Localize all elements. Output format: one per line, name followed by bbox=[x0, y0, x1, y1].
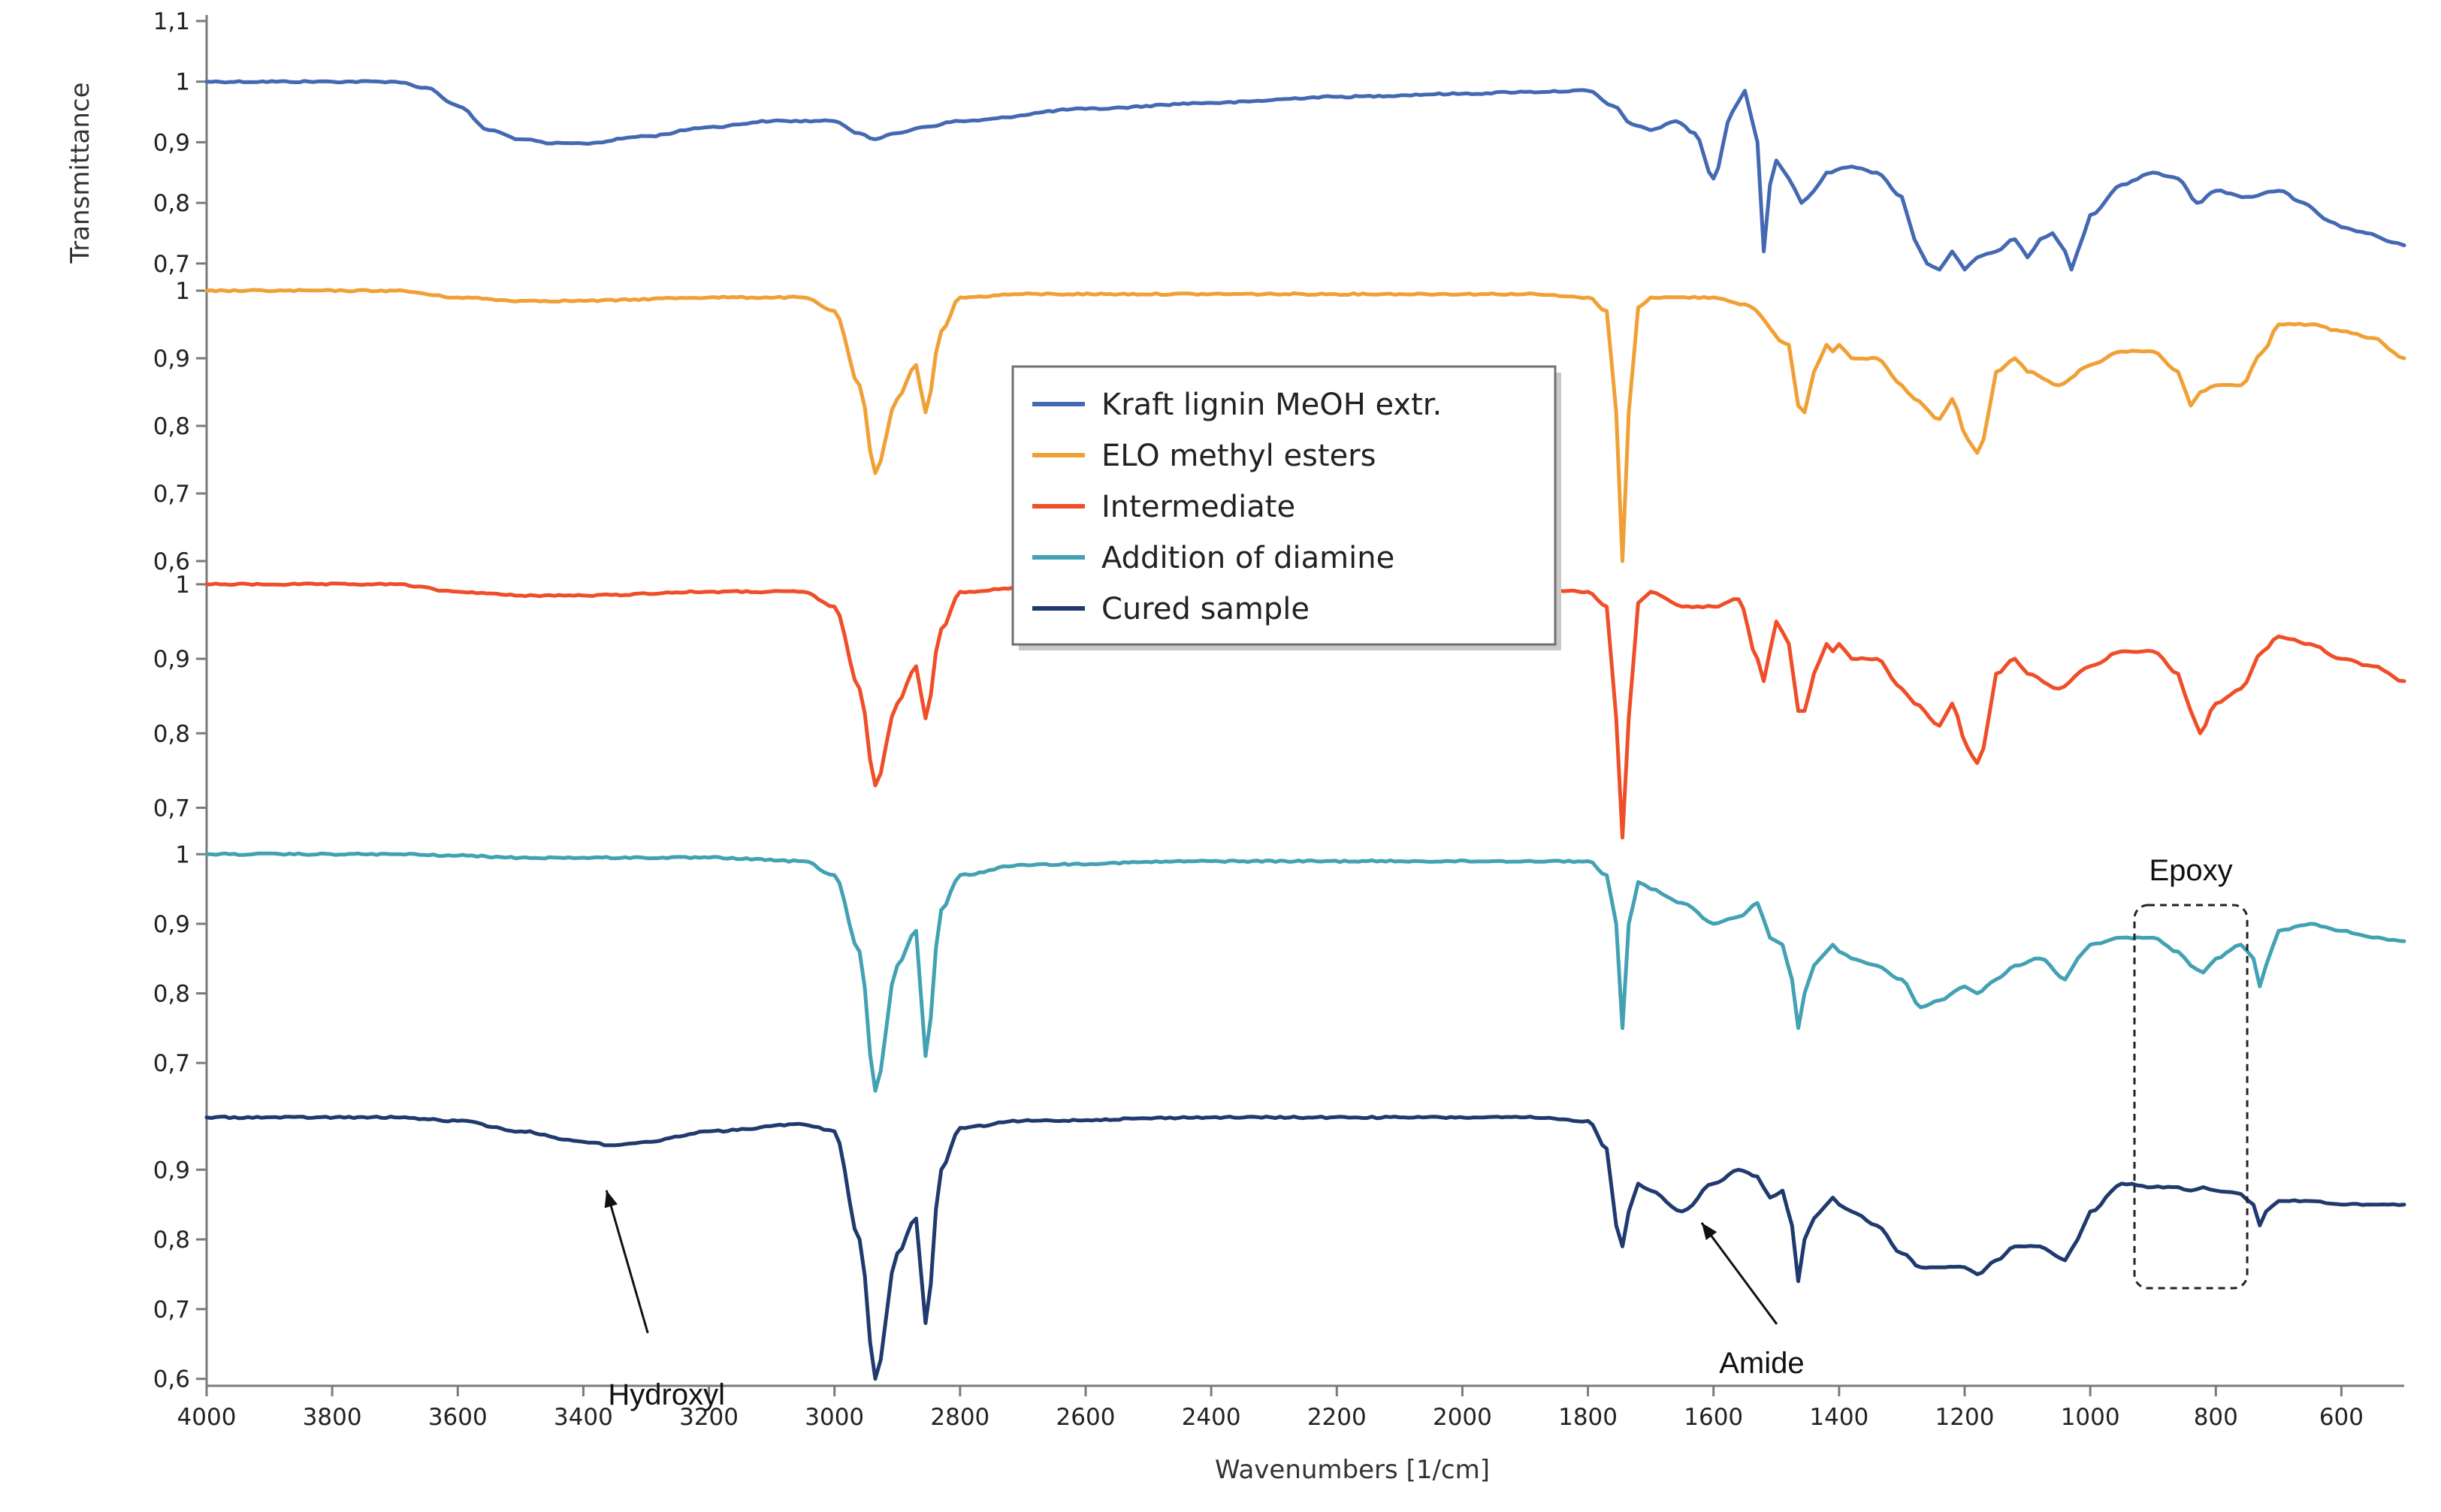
axes bbox=[205, 15, 2404, 1387]
series-line bbox=[204, 851, 2406, 1093]
x-tick-label: 1000 bbox=[2061, 1404, 2120, 1431]
y-tick-label: 0,8 bbox=[153, 413, 190, 440]
x-tick-label: 2400 bbox=[1182, 1404, 1241, 1431]
y-tick-label: 0,8 bbox=[153, 1227, 190, 1254]
x-tick-label: 3000 bbox=[805, 1404, 864, 1431]
series-line bbox=[204, 79, 2406, 272]
x-tick-label: 3200 bbox=[679, 1404, 739, 1431]
annotations: Hydroxyl Amide Epoxy bbox=[604, 854, 2249, 1411]
x-tick-label: 2600 bbox=[1056, 1404, 1116, 1431]
y-tick-label: 0,9 bbox=[153, 1157, 190, 1184]
y-tick-label: 0,9 bbox=[153, 346, 190, 373]
x-axis-title: Wavenumbers [1/cm] bbox=[1215, 1455, 1490, 1485]
legend-label: Cured sample bbox=[1101, 592, 1310, 626]
legend-label: ELO methyl esters bbox=[1101, 439, 1376, 473]
legend: Kraft lignin MeOH extr. ELO methyl esters… bbox=[1011, 365, 1561, 650]
y-tick-label: 0,7 bbox=[153, 481, 190, 508]
y-tick-label: 0,6 bbox=[153, 1366, 190, 1393]
y-tick-label: 0,7 bbox=[153, 795, 190, 822]
x-tick-label: 1600 bbox=[1684, 1404, 1743, 1431]
annotation-epoxy: Epoxy bbox=[2149, 854, 2232, 887]
annotation-arrow bbox=[1700, 1222, 1778, 1325]
y-tick-label: 1,1 bbox=[153, 8, 190, 35]
legend-label: Addition of diamine bbox=[1101, 541, 1394, 575]
y-tick-label: 0,8 bbox=[153, 720, 190, 747]
series-lines bbox=[204, 79, 2406, 1381]
y-tick-label: 0,9 bbox=[153, 646, 190, 673]
series-line bbox=[204, 1115, 2406, 1381]
y-tick-label: 0,7 bbox=[153, 251, 190, 278]
y-tick-label: 1 bbox=[175, 69, 190, 96]
x-tick-label: 3800 bbox=[303, 1404, 362, 1431]
x-tick-label: 800 bbox=[2194, 1404, 2238, 1431]
x-tick-label: 2200 bbox=[1307, 1404, 1367, 1431]
legend-label: Intermediate bbox=[1101, 490, 1295, 524]
y-tick-label: 1 bbox=[175, 278, 190, 305]
x-ticks: 4000 3800 3600 3400 3200 3000 2800 2600 2400 2200… bbox=[177, 1386, 2364, 1431]
y-tick-label: 0,8 bbox=[153, 190, 190, 217]
y-tick-label: 1 bbox=[175, 841, 190, 868]
legend-label: Kraft lignin MeOH extr. bbox=[1101, 388, 1442, 422]
x-tick-label: 3400 bbox=[554, 1404, 613, 1431]
annotation-amide: Amide bbox=[1719, 1347, 1804, 1380]
y-ticks: 1,110,90,80,710,90,80,70,610,90,80,710,9… bbox=[153, 8, 207, 1393]
x-tick-label: 4000 bbox=[177, 1404, 237, 1431]
y-tick-label: 0,8 bbox=[153, 981, 190, 1008]
x-tick-label: 1200 bbox=[1935, 1404, 1995, 1431]
annotation-arrowhead bbox=[1701, 1222, 1717, 1240]
y-axis-title: Transmittance bbox=[65, 82, 95, 264]
legend-box bbox=[1011, 365, 1557, 646]
y-tick-label: 1 bbox=[175, 572, 190, 599]
annotation-arrow bbox=[605, 1190, 649, 1334]
y-tick-label: 0,7 bbox=[153, 1050, 190, 1077]
annotation-hydroxyl: Hydroxyl bbox=[608, 1378, 725, 1411]
x-tick-label: 1400 bbox=[1809, 1404, 1869, 1431]
y-tick-label: 0,9 bbox=[153, 129, 190, 156]
series-line bbox=[204, 288, 2406, 563]
annotation-arrowhead bbox=[604, 1190, 618, 1209]
x-tick-label: 600 bbox=[2319, 1404, 2364, 1431]
y-tick-label: 0,6 bbox=[153, 548, 190, 575]
y-tick-label: 0,7 bbox=[153, 1296, 190, 1323]
x-tick-label: 2800 bbox=[930, 1404, 989, 1431]
y-tick-label: 0,9 bbox=[153, 911, 190, 938]
x-tick-label: 2000 bbox=[1433, 1404, 1492, 1431]
x-tick-label: 3600 bbox=[428, 1404, 488, 1431]
x-tick-label: 1800 bbox=[1558, 1404, 1618, 1431]
